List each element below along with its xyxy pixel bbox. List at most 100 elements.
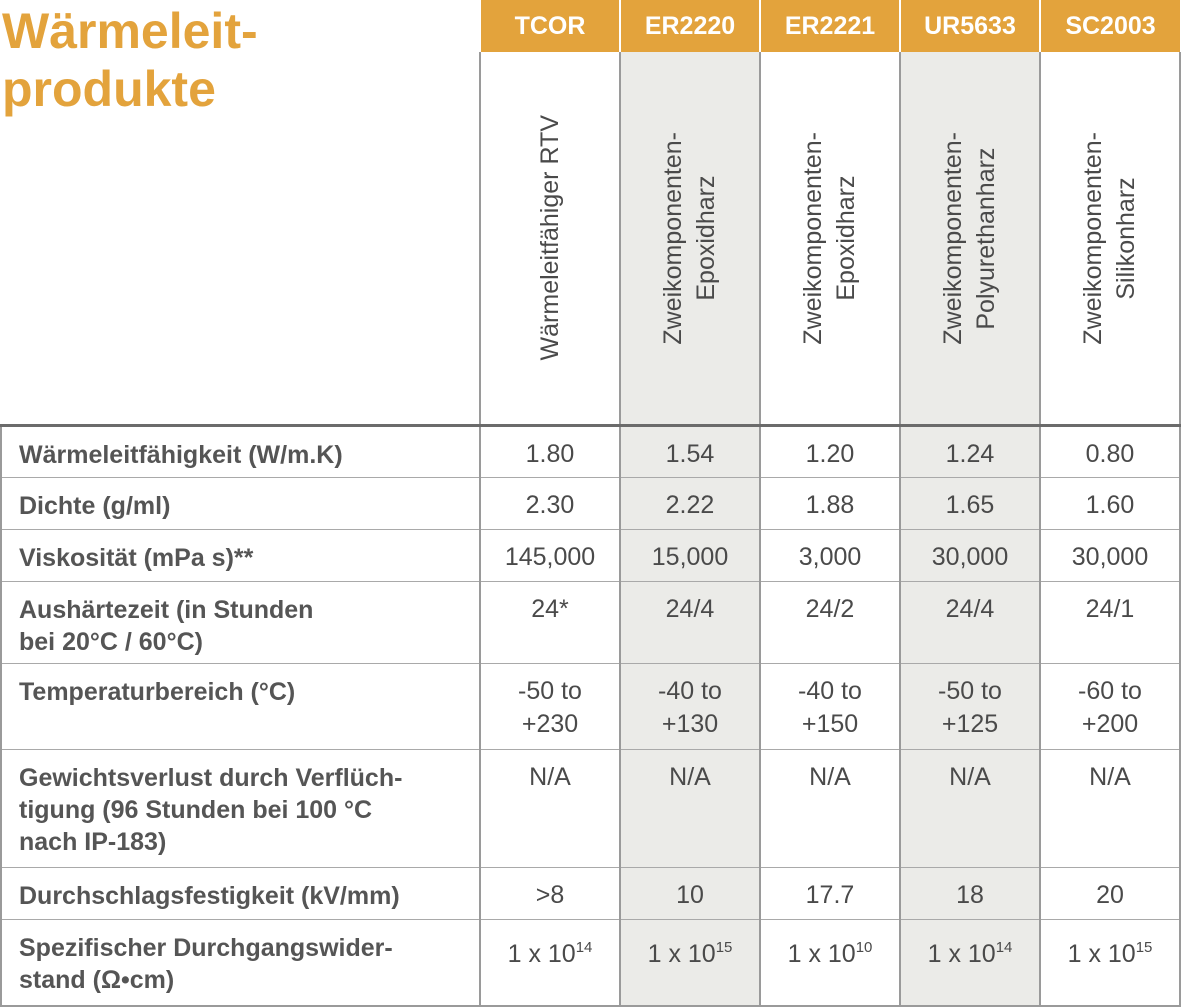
cell-line: 24/4 <box>665 595 715 623</box>
row-label: Spezifischer Durchgangswider-stand (Ω•cm… <box>0 919 480 1007</box>
table-cell: N/A <box>479 749 620 868</box>
table-cell: 1 x 1015 <box>619 919 760 1007</box>
row-label: Temperaturbereich (°C) <box>0 663 480 750</box>
cell-line: 10 <box>676 881 704 909</box>
resistivity-base: 1 x 10 <box>507 940 576 968</box>
cell-line: -40 to <box>798 677 862 705</box>
cell-line: 145,000 <box>504 543 596 571</box>
table-row: Aushärtezeit (in Stunden bei 20°C / 60°C)… <box>0 581 1181 664</box>
cell-line: 1.65 <box>945 491 995 519</box>
cell-line: -40 to <box>658 677 722 705</box>
product-desc-er2221: Zweikomponenten- Epoxidharz <box>759 52 900 427</box>
table-row: Spezifischer Durchgangswider-stand (Ω•cm… <box>0 919 1181 1007</box>
cell-line: Wärmeleitfähigkeit (W/m.K) <box>19 441 343 469</box>
table-row: Temperaturbereich (°C) -50 to +230 -40 to +1… <box>0 663 1181 750</box>
table-cell: N/A <box>1039 749 1181 868</box>
table-cell: 1 x 1015 <box>1039 919 1181 1007</box>
cell-line: tigung (96 Stunden bei 100 °C <box>19 796 373 824</box>
table-cell: 1.88 <box>759 477 900 530</box>
table-cell: -40 to +150 <box>759 663 900 750</box>
cell-line: 1.20 <box>805 440 855 468</box>
cell-line: 1.60 <box>1085 491 1135 519</box>
table-cell: 1 x 1014 <box>899 919 1040 1007</box>
row-label: Dichte (g/ml) <box>0 477 480 530</box>
table-cell: >8 <box>479 867 620 920</box>
cell-line: 24/2 <box>805 595 855 623</box>
table-cell: 30,000 <box>1039 529 1181 582</box>
cell-line: 2.30 <box>525 491 575 519</box>
table-row: Durchschlagsfestigkeit (kV/mm) >8 10 17.7 18… <box>0 867 1181 920</box>
product-code-er2221: ER2221 <box>759 0 900 52</box>
cell-line: 30,000 <box>931 543 1009 571</box>
cell-line: 3,000 <box>798 543 862 571</box>
cell-line: +150 <box>801 710 859 738</box>
row-label: Aushärtezeit (in Stunden bei 20°C / 60°C) <box>0 581 480 664</box>
desc-line: Zweikomponenten- <box>939 131 967 345</box>
title-line-1: Wärmeleit- <box>2 3 258 59</box>
table-cell: -50 to +230 <box>479 663 620 750</box>
row-label: Gewichtsverlust durch Verflüch-tigung (9… <box>0 749 480 868</box>
row-label: Durchschlagsfestigkeit (kV/mm) <box>0 867 480 920</box>
table-cell: 1.24 <box>899 425 1040 478</box>
desc-line: Epoxidharz <box>692 175 720 301</box>
table-cell: 20 <box>1039 867 1181 920</box>
table-cell: 15,000 <box>619 529 760 582</box>
cell-line: 20 <box>1096 881 1124 909</box>
cell-line: 2.22 <box>665 491 715 519</box>
cell-line: -50 to <box>518 677 582 705</box>
resistivity-exponent: 10 <box>855 939 873 956</box>
cell-line: N/A <box>529 763 571 791</box>
product-desc-sc2003: Zweikomponenten- Silikonharz <box>1039 52 1181 427</box>
desc-line: Silikonharz <box>1112 176 1140 300</box>
cell-line: Viskosität (mPa s)** <box>19 544 254 572</box>
resistivity-exponent: 14 <box>995 939 1013 956</box>
product-code-ur5633: UR5633 <box>899 0 1040 52</box>
resistivity-exponent: 15 <box>1135 939 1153 956</box>
title-line-2: produkte <box>2 61 216 117</box>
cell-line: 1.88 <box>805 491 855 519</box>
header-row: TCOR ER2220 ER2221 UR5633 SC2003 <box>1 0 1180 52</box>
description-blank <box>1 52 480 427</box>
row-label: Viskosität (mPa s)** <box>0 529 480 582</box>
page-title: Wärmeleit- produkte <box>2 2 258 118</box>
product-desc-er2220: Zweikomponenten- Epoxidharz <box>619 52 760 427</box>
description-row: Wärmeleitfähiger RTV Zweikomponenten- Epo… <box>1 52 1181 427</box>
table-cell: 17.7 <box>759 867 900 920</box>
cell-line: 30,000 <box>1071 543 1149 571</box>
cell-line: >8 <box>535 881 565 909</box>
table-cell: 2.22 <box>619 477 760 530</box>
desc-line: Polyurethanharz <box>972 146 1000 330</box>
product-code-sc2003: SC2003 <box>1039 0 1180 52</box>
cell-line: -50 to <box>938 677 1002 705</box>
table-cell: 1 x 1014 <box>479 919 620 1007</box>
table-cell: 2.30 <box>479 477 620 530</box>
cell-line: 0.80 <box>1085 440 1135 468</box>
table-cell: -40 to +130 <box>619 663 760 750</box>
cell-line: N/A <box>949 763 991 791</box>
desc-line: Wärmeleitfähiger RTV <box>535 115 564 361</box>
table-cell: 1 x 1010 <box>759 919 900 1007</box>
cell-line: +230 <box>521 710 579 738</box>
resistivity-base: 1 x 10 <box>1067 940 1136 968</box>
desc-line: Zweikomponenten- <box>1079 131 1107 345</box>
cell-line: 24/1 <box>1085 595 1135 623</box>
table-row: Dichte (g/ml) 2.30 2.22 1.88 1.65 1.60 <box>0 477 1181 530</box>
resistivity-exponent: 15 <box>715 939 733 956</box>
table-cell: 10 <box>619 867 760 920</box>
cell-line: Dichte (g/ml) <box>19 492 171 520</box>
cell-line: bei 20°C / 60°C) <box>19 628 203 656</box>
table-cell: 18 <box>899 867 1040 920</box>
cell-line: N/A <box>669 763 711 791</box>
table-cell: N/A <box>759 749 900 868</box>
data-body: Wärmeleitfähigkeit (W/m.K) 1.80 1.54 1.20 1.… <box>0 425 1181 1007</box>
table-row: Wärmeleitfähigkeit (W/m.K) 1.80 1.54 1.20 1.… <box>0 425 1181 478</box>
cell-line: 1.54 <box>665 440 715 468</box>
table-cell: 30,000 <box>899 529 1040 582</box>
table-cell: 24* <box>479 581 620 664</box>
cell-line: Durchschlagsfestigkeit (kV/mm) <box>19 882 400 910</box>
table-cell: 24/2 <box>759 581 900 664</box>
table-cell: 24/4 <box>899 581 1040 664</box>
resistivity-exponent: 14 <box>575 939 593 956</box>
table-cell: 145,000 <box>479 529 620 582</box>
